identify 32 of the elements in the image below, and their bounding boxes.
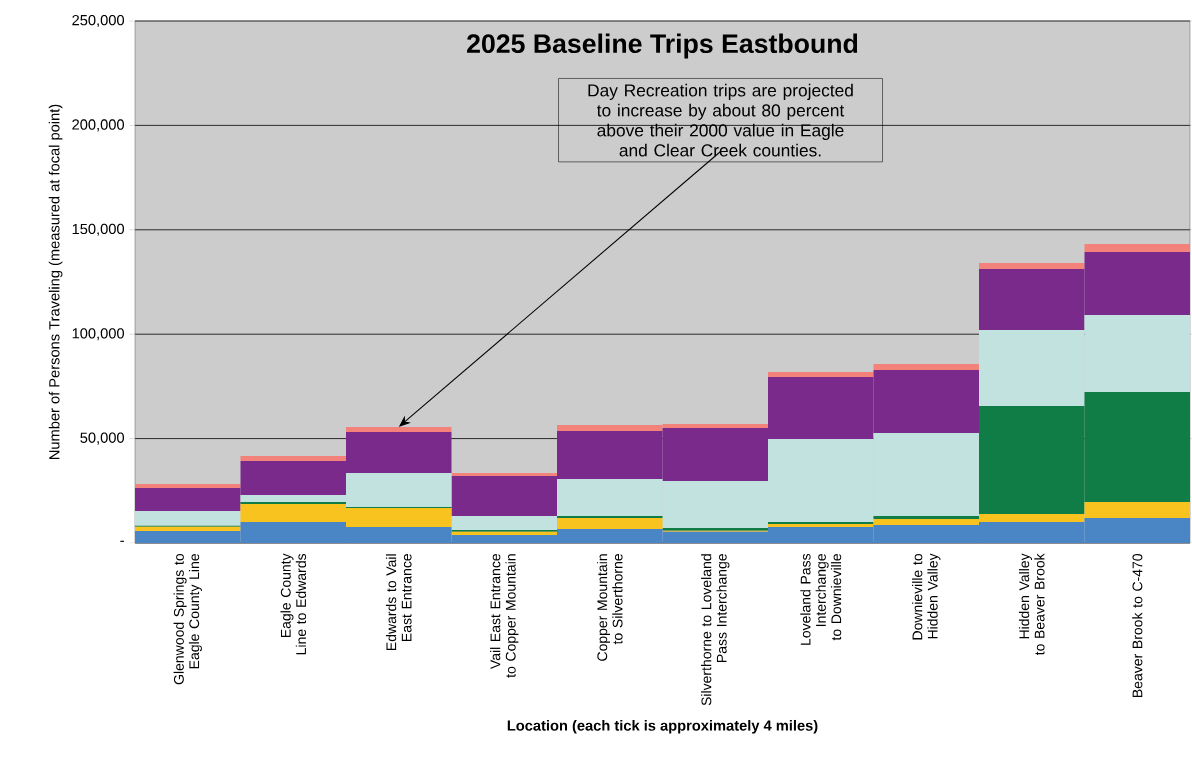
bar — [135, 483, 241, 489]
bar — [557, 517, 663, 529]
x-tick-label: Glenwood Springs to Eagle County Line — [173, 554, 202, 685]
x-tick-label: Edwards to Vail East Entrance — [385, 554, 412, 651]
annotation: Day Recreation trips are projected to increase by about 80 percent above their 2000 value in Eagle and Clear Creek counties. — [588, 83, 853, 157]
x-tick-label: Vail East Entrance to Copper Mountain — [490, 554, 519, 678]
bar — [240, 455, 347, 461]
bar — [873, 364, 979, 370]
chart-title: 2025 Baseline Trips Eastbound — [467, 33, 858, 59]
y-tick-label: 150,000 — [72, 223, 125, 236]
bar — [1084, 243, 1190, 252]
y-tick-label: 50,000 — [80, 432, 125, 445]
x-tick-label: Beaver Brook to C-470 — [1132, 553, 1143, 697]
x-tick-label: Copper Mountain to Silverthorne — [596, 554, 623, 661]
y-tick-label: 100,000 — [72, 328, 125, 341]
x-tick-label: Downieville to Hidden Valley — [912, 553, 941, 640]
bar — [979, 262, 1085, 270]
bar — [768, 371, 874, 377]
y-tick-label: - — [120, 540, 124, 542]
bar — [346, 426, 452, 432]
bar — [135, 511, 241, 526]
x-axis-title: Location (each tick is approximately 4 miles) — [507, 719, 818, 734]
bar — [135, 526, 241, 532]
bar — [873, 516, 979, 519]
x-tick-label: Hidden Valley to Beaver Brook — [1018, 553, 1045, 656]
y-axis-title: Number of Persons Traveling (measured at focal point) — [48, 104, 63, 460]
bar — [451, 516, 557, 531]
y-tick-label: 200,000 — [72, 119, 125, 132]
x-tick-label: Loveland Pass Interchange to Downieville — [800, 553, 842, 645]
y-tick-label: 250,000 — [72, 14, 125, 28]
bar — [451, 473, 557, 476]
x-tick-label: Eagle County Line to Edwards — [280, 553, 307, 655]
